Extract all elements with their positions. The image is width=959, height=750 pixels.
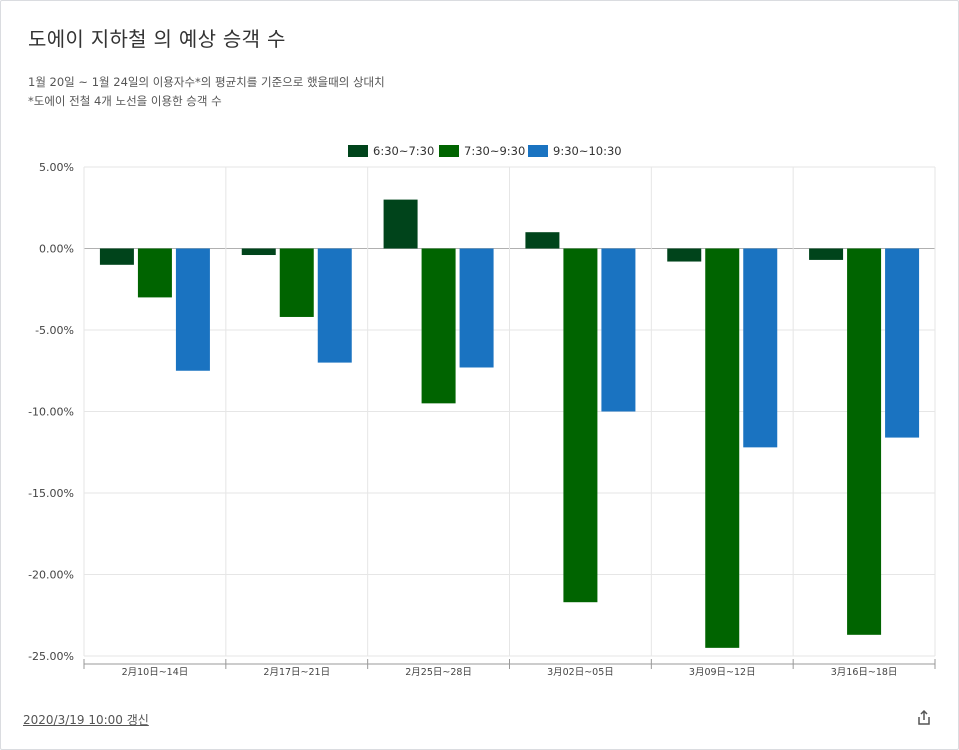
y-tick-label: -10.00% [28, 406, 74, 419]
chart-subtitle-1: 1월 20일 ~ 1월 24일의 이용자수*의 평균치를 기준으로 했을때의 상… [28, 75, 385, 89]
y-tick-label: -20.00% [28, 569, 74, 582]
chart-subtitle-2: *도에이 전철 4개 노선을 이용한 승객 수 [28, 94, 222, 108]
bar [885, 248, 920, 438]
x-tick-label: 3月16日~18日 [831, 667, 898, 678]
bar [601, 248, 636, 412]
bar [525, 232, 560, 249]
y-tick-label: -25.00% [28, 650, 74, 663]
bar [743, 248, 778, 448]
bar [459, 248, 494, 368]
bar [421, 248, 456, 404]
bar [241, 248, 276, 256]
x-tick-label: 3月09日~12日 [689, 667, 756, 678]
bar [563, 248, 598, 603]
bar [137, 248, 172, 298]
bar [279, 248, 314, 317]
bar [705, 248, 740, 648]
share-icon[interactable] [915, 709, 933, 727]
bar [809, 248, 844, 260]
legend-label: 6:30~7:30 [373, 144, 434, 158]
bar [175, 248, 210, 371]
bar [317, 248, 352, 363]
chart-title: 도에이 지하철 의 예상 승객 수 [28, 27, 286, 51]
x-tick-label: 2月25日~28日 [405, 667, 472, 678]
y-tick-label: 0.00% [39, 243, 74, 256]
y-tick-label: -15.00% [28, 487, 74, 500]
bar [383, 199, 418, 249]
x-tick-label: 3月02日~05日 [547, 667, 614, 678]
bar [99, 248, 134, 265]
bar [667, 248, 702, 262]
x-tick-label: 2月17日~21日 [263, 667, 330, 678]
y-tick-label: 5.00% [39, 161, 74, 174]
legend-swatch [439, 145, 459, 157]
bar [847, 248, 882, 635]
legend-swatch [348, 145, 368, 157]
updated-timestamp-link[interactable]: 2020/3/19 10:00 갱신 [23, 713, 149, 727]
x-tick-label: 2月10日~14日 [122, 667, 189, 678]
legend-label: 7:30~9:30 [464, 144, 525, 158]
legend-label: 9:30~10:30 [553, 144, 622, 158]
y-tick-label: -5.00% [35, 324, 74, 337]
legend-swatch [528, 145, 548, 157]
